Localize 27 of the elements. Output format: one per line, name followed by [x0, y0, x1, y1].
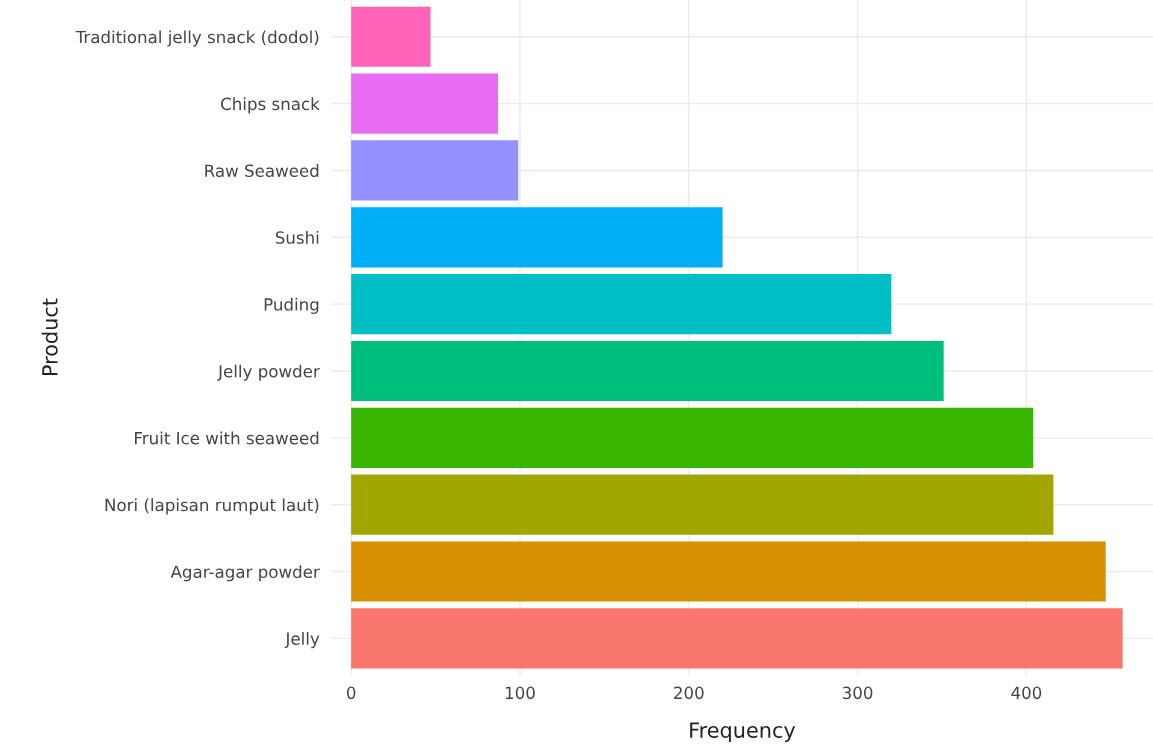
x-tick-label: 0 — [346, 686, 356, 700]
bar — [351, 407, 1034, 468]
y-tick-label: Sushi — [275, 230, 319, 244]
y-axis-title: Product — [41, 298, 58, 376]
bar — [351, 140, 519, 201]
bar — [351, 274, 892, 335]
bar — [351, 73, 499, 134]
y-tick-label: Jelly — [284, 632, 320, 649]
x-tick-label: 200 — [674, 686, 704, 700]
bar — [351, 340, 944, 402]
bar — [351, 207, 723, 268]
bar — [351, 6, 431, 67]
bar — [351, 474, 1054, 535]
x-tick-label: 300 — [842, 686, 873, 700]
bar — [351, 541, 1106, 602]
y-tick-label: Jelly powder — [217, 364, 320, 381]
y-tick-label: Agar-agar powder — [170, 565, 320, 582]
y-tick-label: Chips snack — [221, 97, 320, 114]
y-tick-label: Puding — [264, 297, 319, 314]
x-tick-label: 400 — [1011, 686, 1042, 700]
x-tick-label: 100 — [505, 686, 535, 700]
y-tick-label: Traditional jelly snack (dodol) — [75, 30, 319, 47]
y-tick-label: Raw Seaweed — [205, 164, 319, 178]
y-tick-label: Fruit Ice with seaweed — [135, 431, 319, 445]
x-axis-title: Frequency — [690, 722, 796, 742]
y-tick-label: Nori (lapisan rumput laut) — [105, 498, 319, 515]
bar — [351, 608, 1123, 669]
